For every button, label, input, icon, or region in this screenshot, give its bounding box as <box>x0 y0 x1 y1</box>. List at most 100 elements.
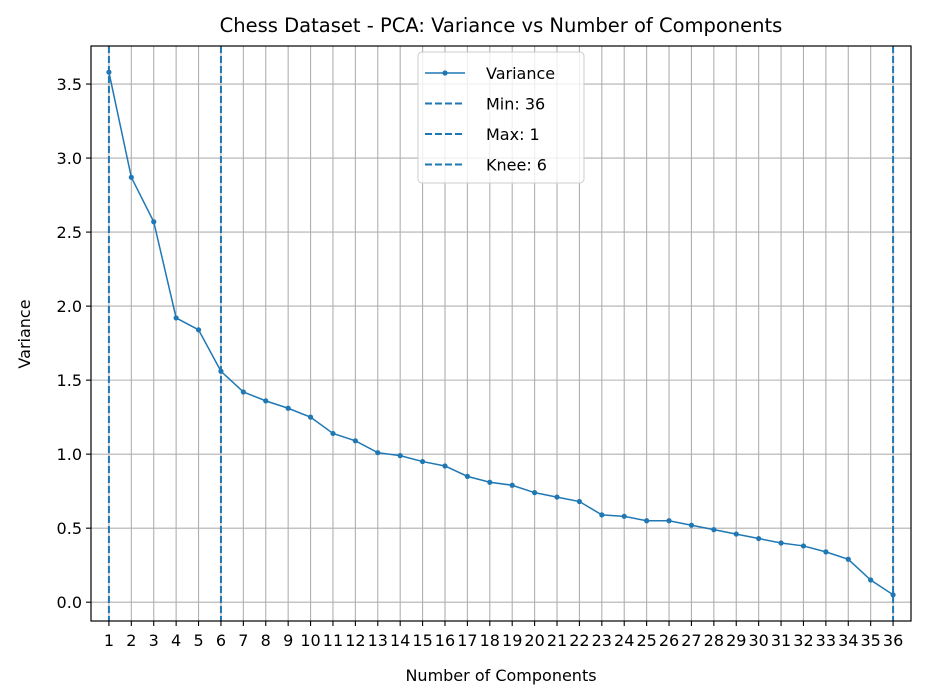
data-point <box>509 482 515 488</box>
series-line <box>108 72 894 596</box>
data-point <box>711 527 717 533</box>
data-point <box>307 414 314 420</box>
x-tick-label: 23 <box>592 631 612 650</box>
x-tick-label: 30 <box>748 631 768 650</box>
x-tick-label: 27 <box>681 631 701 650</box>
data-point <box>128 174 134 180</box>
x-tick-label: 36 <box>883 631 903 650</box>
plot-frame <box>90 45 912 622</box>
y-axis-title: Variance <box>15 299 34 368</box>
x-tick-label: 34 <box>838 631 858 650</box>
x-tick-label: 28 <box>704 631 724 650</box>
chart-title: Chess Dataset - PCA: Variance vs Number … <box>220 14 783 37</box>
reference-lines <box>107 46 895 621</box>
data-point <box>532 490 538 496</box>
data-point <box>733 531 739 537</box>
data-point <box>554 494 560 500</box>
legend-label: Knee: 6 <box>486 156 547 175</box>
data-point <box>375 450 381 456</box>
data-point <box>397 453 403 459</box>
x-tick-label: 13 <box>368 631 388 650</box>
x-tick-label: 35 <box>860 631 880 650</box>
y-axis: 0.0 0.5 1.0 1.5 2.0 2.5 3.0 3.5 <box>57 75 91 612</box>
x-tick-label: 4 <box>171 631 181 650</box>
x-tick-label: 7 <box>238 631 248 650</box>
data-point <box>195 327 202 333</box>
x-tick-label: 25 <box>636 631 656 650</box>
data-point <box>688 522 695 528</box>
y-tick-label: 3.5 <box>57 75 82 94</box>
y-tick-label: 2.0 <box>57 297 82 316</box>
x-tick-label: 1 <box>104 631 114 650</box>
data-point <box>263 398 269 404</box>
data-point <box>756 535 762 542</box>
data-point <box>621 513 627 519</box>
x-tick-label: 10 <box>300 631 320 650</box>
data-point <box>106 69 112 75</box>
x-tick-label: 24 <box>614 631 634 650</box>
x-tick-label: 31 <box>771 631 791 650</box>
data-point <box>464 473 470 479</box>
data-point <box>890 592 896 598</box>
data-point <box>151 219 157 225</box>
data-point <box>576 498 583 505</box>
y-tick-label: 0.0 <box>57 593 82 612</box>
data-point <box>218 368 224 374</box>
y-tick-label: 1.5 <box>57 371 82 390</box>
y-tick-label: 0.5 <box>57 519 82 538</box>
data-point <box>285 405 291 411</box>
series-layer <box>106 69 896 598</box>
x-tick-label: 16 <box>435 631 455 650</box>
data-point <box>778 540 784 546</box>
x-tick-label: 14 <box>390 631 410 650</box>
x-tick-label: 17 <box>457 631 477 650</box>
y-tick-label: 3.0 <box>57 149 82 168</box>
legend-label: Min: 36 <box>486 95 545 114</box>
x-tick-label: 3 <box>149 631 159 650</box>
x-axis-title: Number of Components <box>405 666 596 685</box>
legend: Variance Min: 36 Max: 1 Knee: 6 <box>417 51 585 184</box>
x-tick-label: 5 <box>193 631 203 650</box>
legend-label: Variance <box>486 64 555 83</box>
legend-entry: Variance <box>425 64 555 83</box>
x-tick-label: 20 <box>524 631 544 650</box>
data-point <box>644 518 650 524</box>
legend-entry: Max: 1 <box>425 125 540 144</box>
legend-entry: Knee: 6 <box>425 156 547 175</box>
x-tick-label: 22 <box>569 631 589 650</box>
x-tick-label: 6 <box>216 631 226 650</box>
x-tick-label: 32 <box>793 631 813 650</box>
x-tick-label: 26 <box>659 631 679 650</box>
data-point <box>487 479 493 485</box>
legend-swatch-marker <box>442 70 448 76</box>
x-tick-label: 9 <box>283 631 293 650</box>
legend-entry: Min: 36 <box>425 95 545 114</box>
x-tick-label: 12 <box>345 631 365 650</box>
legend-box <box>417 51 585 184</box>
data-point <box>419 458 426 465</box>
legend-label: Max: 1 <box>486 125 540 144</box>
data-point <box>330 430 336 437</box>
data-point <box>599 512 605 518</box>
y-tick-label: 1.0 <box>57 445 82 464</box>
x-tick-label: 33 <box>816 631 836 650</box>
x-axis: 1 2 3 4 5 6 7 8 9 10 11 12 13 14 15 16 17 18 19 20 21 22 23 24 2… <box>104 621 903 650</box>
data-point <box>845 556 851 562</box>
data-point <box>173 315 179 321</box>
data-point <box>442 463 448 469</box>
data-point <box>666 518 672 524</box>
data-point <box>240 389 246 395</box>
data-point <box>868 577 874 583</box>
x-tick-label: 21 <box>547 631 567 650</box>
x-tick-label: 2 <box>126 631 136 650</box>
data-point <box>800 543 807 549</box>
x-tick-label: 15 <box>412 631 432 650</box>
x-tick-label: 29 <box>726 631 746 650</box>
x-tick-label: 8 <box>261 631 271 650</box>
y-tick-label: 2.5 <box>57 223 82 242</box>
x-tick-label: 11 <box>323 631 343 650</box>
x-tick-label: 18 <box>480 631 500 650</box>
data-point <box>352 438 358 444</box>
x-tick-label: 19 <box>502 631 522 650</box>
